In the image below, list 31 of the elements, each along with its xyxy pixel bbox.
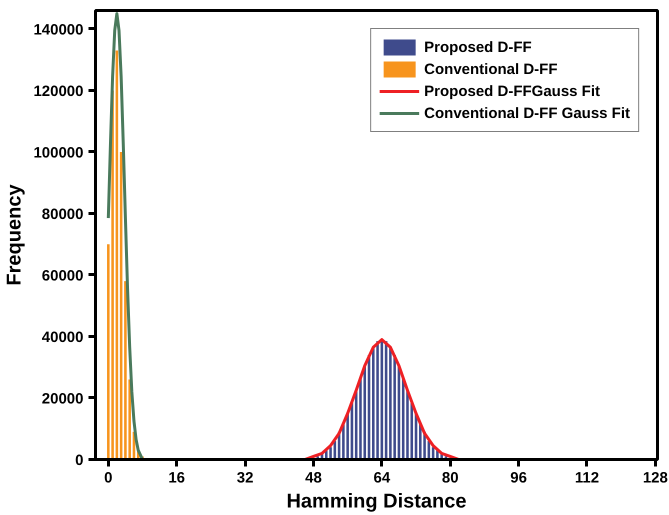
bar bbox=[384, 341, 388, 460]
y-tick-label: 60000 bbox=[42, 267, 84, 284]
y-tick-label: 120000 bbox=[33, 82, 84, 100]
bar bbox=[376, 341, 379, 460]
x-tick-label: 48 bbox=[305, 470, 322, 486]
x-tick-label: 112 bbox=[574, 470, 600, 486]
x-tick-label: 64 bbox=[374, 470, 391, 486]
legend-label: Proposed D-FF bbox=[424, 38, 532, 56]
x-tick-label: 32 bbox=[236, 470, 254, 486]
x-tick-label: 128 bbox=[642, 470, 668, 486]
bar bbox=[120, 152, 122, 460]
x-tick-label: 96 bbox=[510, 470, 527, 486]
legend-label: Conventional D-FF bbox=[424, 60, 558, 78]
x-tick-label: 16 bbox=[168, 470, 186, 486]
y-tick-label: 0 bbox=[75, 452, 84, 469]
bar bbox=[107, 244, 110, 460]
y-tick-label: 140000 bbox=[33, 21, 84, 38]
bar bbox=[393, 354, 396, 460]
y-axis-title: Frequency bbox=[3, 184, 26, 286]
x-tick-label: 80 bbox=[442, 470, 459, 486]
legend-label: Proposed D-FFGauss Fit bbox=[424, 82, 600, 100]
y-tick-label: 80000 bbox=[42, 206, 84, 223]
legend-label: Conventional D-FF Gauss Fit bbox=[424, 104, 630, 122]
bar bbox=[116, 50, 118, 460]
bar bbox=[380, 340, 384, 460]
y-tick-label: 20000 bbox=[42, 390, 84, 408]
y-tick-label: 40000 bbox=[42, 328, 84, 346]
x-axis-title: Hamming Distance bbox=[286, 490, 467, 512]
y-tick-label: 100000 bbox=[33, 144, 84, 162]
line-series bbox=[106, 12, 144, 460]
x-tick-label: 0 bbox=[104, 470, 112, 486]
